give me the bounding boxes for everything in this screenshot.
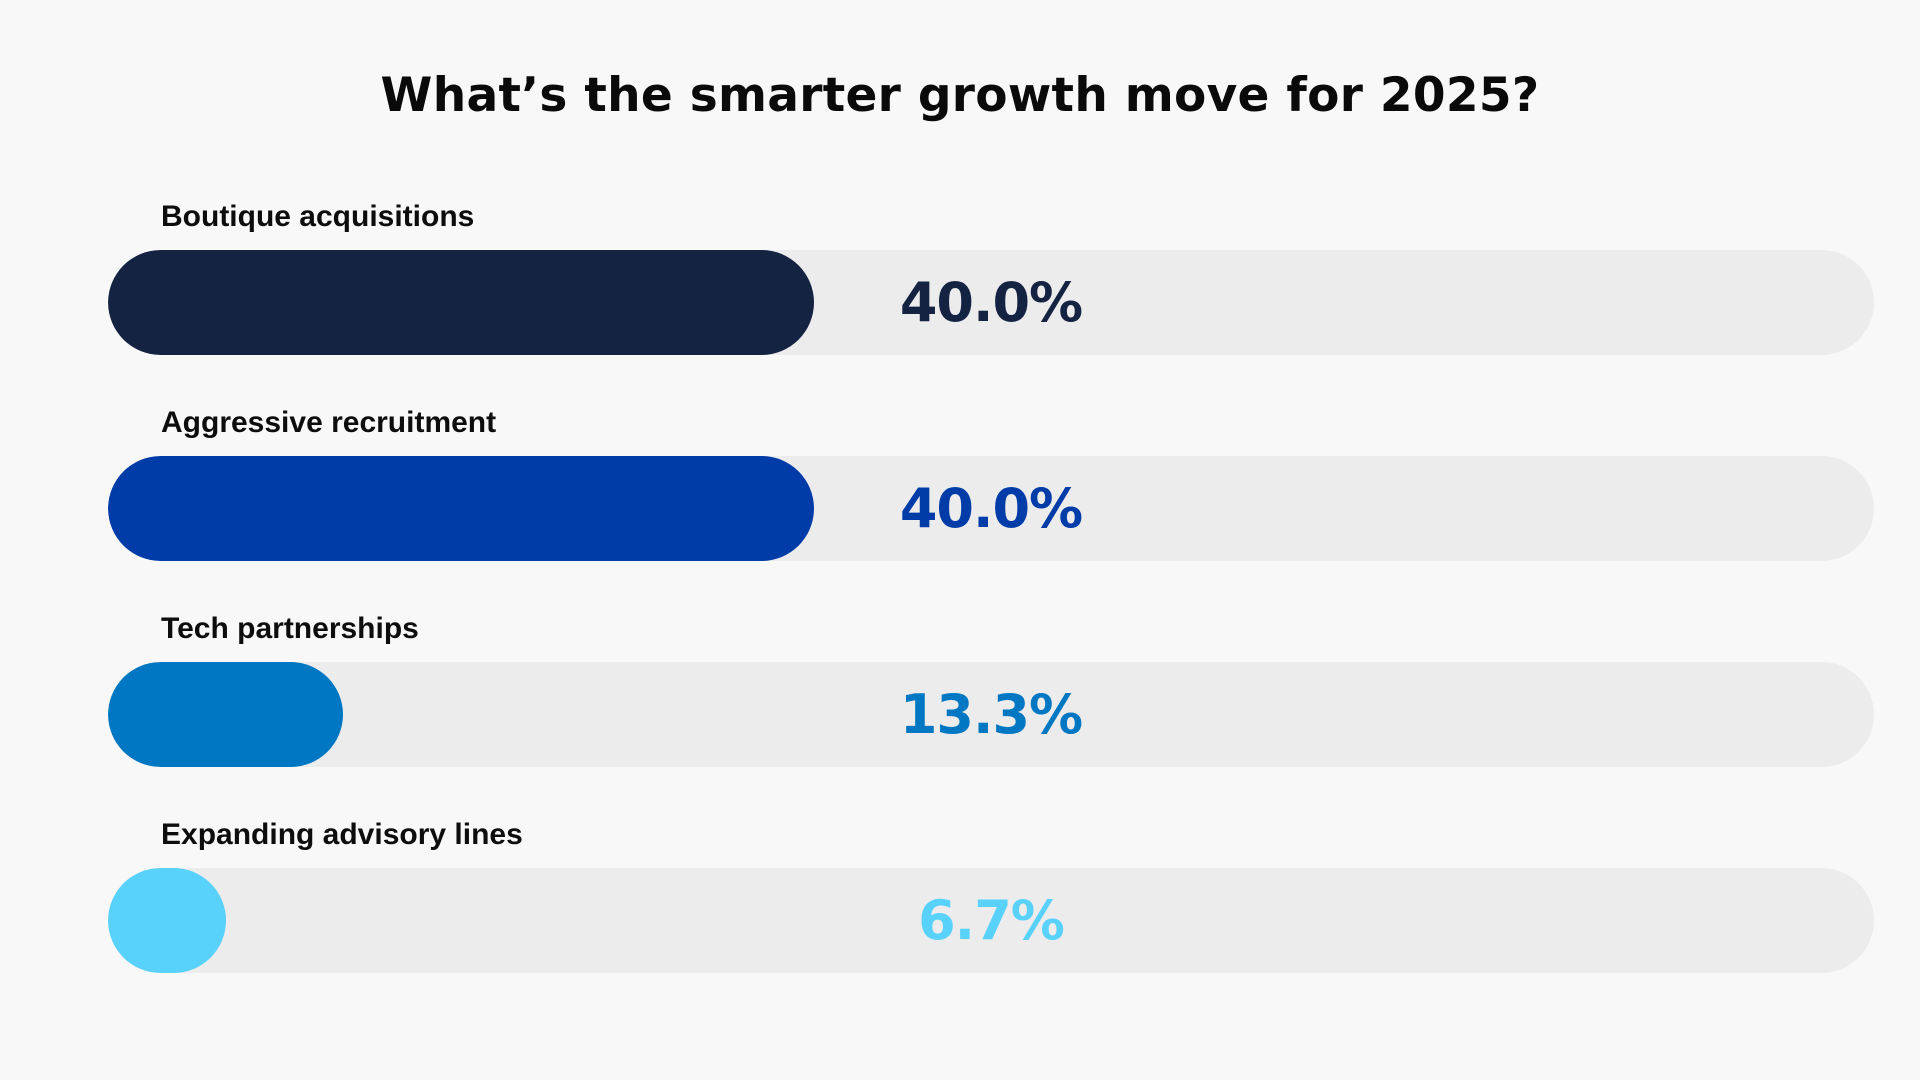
bar-row-expanding-advisory-lines: Expanding advisory lines 6.7%	[0, 818, 1920, 988]
category-label: Expanding advisory lines	[161, 818, 523, 851]
value-label: 6.7%	[918, 889, 1065, 952]
chart-title: What’s the smarter growth move for 2025?	[380, 68, 1540, 123]
bar-row-tech-partnerships: Tech partnerships 13.3%	[0, 612, 1920, 782]
bar	[108, 662, 343, 767]
category-label: Aggressive recruitment	[161, 406, 497, 439]
value-label: 40.0%	[899, 271, 1083, 334]
bar-track: 40.0%	[108, 250, 1874, 355]
bar-track: 40.0%	[108, 456, 1874, 561]
bar	[108, 456, 815, 561]
category-label: Tech partnerships	[161, 612, 419, 645]
value-label: 13.3%	[899, 683, 1083, 746]
value-label: 40.0%	[899, 477, 1083, 540]
bar-row-aggressive-recruitment: Aggressive recruitment 40.0%	[0, 406, 1920, 576]
bar	[108, 250, 815, 355]
bar-track: 13.3%	[108, 662, 1874, 767]
bar	[108, 868, 227, 973]
bar-row-boutique-acquisitions: Boutique acquisitions 40.0%	[0, 200, 1920, 370]
bar-track: 6.7%	[108, 868, 1874, 973]
category-label: Boutique acquisitions	[161, 200, 475, 233]
